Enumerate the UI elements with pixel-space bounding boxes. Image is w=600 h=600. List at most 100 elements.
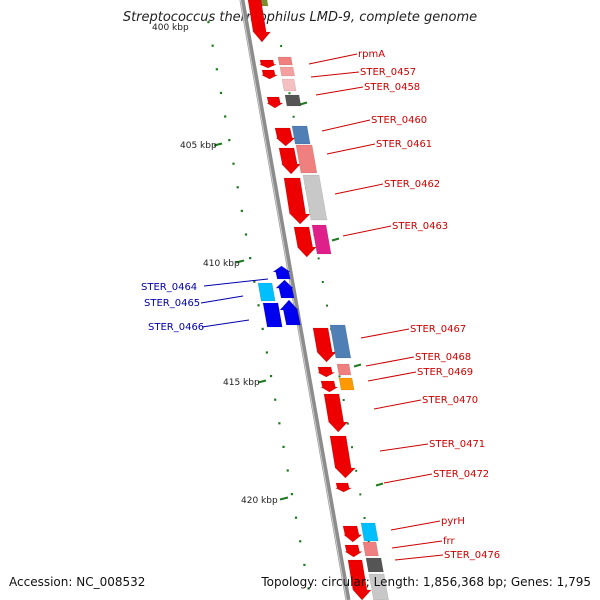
inner-minor-tick bbox=[367, 540, 370, 543]
cog-box-ster-0476b[interactable] bbox=[368, 573, 389, 600]
gene-label-ster-0460[interactable]: STER_0460 bbox=[371, 115, 427, 126]
cog-box-ster-0458[interactable] bbox=[284, 94, 302, 107]
cog-box-ster-0461[interactable] bbox=[295, 144, 318, 174]
label-leader-line bbox=[360, 328, 410, 339]
scale-label-405: 405 kbp bbox=[180, 141, 217, 151]
gene-label-ster-0467[interactable]: STER_0467 bbox=[410, 324, 466, 335]
label-leader-line bbox=[308, 53, 358, 65]
label-leader-line bbox=[334, 183, 384, 195]
inner-minor-tick bbox=[359, 493, 362, 496]
cog-box-rpmA[interactable] bbox=[277, 56, 293, 66]
gene-label-ster-0472[interactable]: STER_0472 bbox=[433, 469, 489, 480]
minor-tick bbox=[240, 209, 243, 212]
scale-labels: 400 kbp 405 kbp 410 kbp 415 kbp 420 kbp bbox=[152, 23, 278, 506]
cog-box-ster-0468[interactable] bbox=[336, 363, 352, 376]
gene-arrow-ster-0466a[interactable] bbox=[279, 299, 301, 326]
minor-tick bbox=[294, 516, 298, 519]
scale-label-420: 420 kbp bbox=[241, 496, 278, 506]
minor-tick bbox=[269, 375, 273, 378]
gene-label-ster-0458[interactable]: STER_0458 bbox=[364, 82, 420, 93]
cog-box-ster-0476[interactable] bbox=[365, 557, 384, 573]
inner-minor-tick bbox=[317, 257, 320, 260]
minor-tick bbox=[224, 115, 227, 118]
gene-label-ster-0468[interactable]: STER_0468 bbox=[415, 352, 471, 363]
gene-label-ster-0462[interactable]: STER_0462 bbox=[384, 179, 440, 190]
label-leader-line bbox=[201, 319, 250, 328]
gene-arrow-rpmA[interactable] bbox=[259, 59, 277, 69]
label-leader-line bbox=[326, 143, 376, 155]
gene-arrow-ster-0465[interactable] bbox=[275, 279, 295, 299]
gene-label-ster-0464[interactable]: STER_0464 bbox=[141, 282, 197, 293]
inner-minor-tick bbox=[351, 446, 354, 449]
gene-arrow-ster-0460[interactable] bbox=[274, 127, 296, 147]
inner-minor-tick bbox=[321, 281, 324, 283]
gene-arrow-ster-0476[interactable] bbox=[347, 559, 372, 600]
gene-arrow-ster-0471[interactable] bbox=[329, 435, 357, 479]
gene-arrow-frr[interactable] bbox=[344, 544, 364, 558]
gene-label-ster-0461[interactable]: STER_0461 bbox=[376, 139, 432, 150]
gene-arrow-ster-0457[interactable] bbox=[261, 69, 278, 80]
cog-box-pyrH[interactable] bbox=[360, 522, 379, 542]
label-leader-line bbox=[394, 554, 444, 561]
cog-box-ster-0465[interactable] bbox=[257, 282, 276, 302]
gene-label-ster-0471[interactable]: STER_0471 bbox=[429, 439, 485, 450]
gene-label-rpmA[interactable]: rpmA bbox=[358, 49, 385, 60]
gene-features bbox=[247, 0, 389, 600]
cog-box-ster-0463[interactable] bbox=[311, 224, 332, 255]
cog-box-ster-0460[interactable] bbox=[291, 125, 311, 145]
inner-minor-tick bbox=[342, 399, 345, 401]
cog-box-frr[interactable] bbox=[362, 541, 379, 557]
cog-box-ster-0458a[interactable] bbox=[281, 78, 297, 92]
gene-arrow-ster-0463[interactable] bbox=[293, 226, 317, 258]
label-leader-line bbox=[367, 371, 417, 382]
gene-arrow-ster-0464a[interactable] bbox=[272, 265, 291, 280]
gene-arrow-pyrH[interactable] bbox=[342, 525, 363, 543]
label-leader-line bbox=[342, 225, 392, 237]
gene-label-ster-0470[interactable]: STER_0470 bbox=[422, 395, 478, 406]
minor-tick bbox=[303, 563, 306, 566]
cog-box-ster-0462[interactable] bbox=[302, 174, 328, 221]
minor-tick bbox=[307, 587, 310, 590]
gene-box-ster-0466[interactable] bbox=[262, 302, 283, 328]
gene-label-pyrH[interactable]: pyrH bbox=[441, 516, 465, 527]
minor-tick bbox=[274, 398, 277, 401]
backbone-group bbox=[239, 0, 351, 600]
inner-minor-tick bbox=[288, 92, 291, 95]
label-leader-line bbox=[321, 119, 371, 132]
gene-arrow-top[interactable] bbox=[247, 0, 272, 43]
gene-arrow-ster-0469[interactable] bbox=[319, 380, 340, 393]
scale-label-400: 400 kbp bbox=[152, 23, 189, 33]
label-leader-line bbox=[390, 520, 441, 531]
gene-arrow-ster-0472[interactable] bbox=[335, 482, 352, 493]
gene-arrow-ster-0470[interactable] bbox=[323, 393, 349, 433]
gene-arrow-ster-0467[interactable] bbox=[312, 327, 337, 363]
inner-minor-tick bbox=[325, 304, 328, 307]
minor-tick bbox=[253, 280, 256, 283]
minor-tick bbox=[215, 68, 218, 71]
gene-label-ster-0463[interactable]: STER_0463 bbox=[392, 221, 448, 232]
inner-minor-tick bbox=[363, 517, 366, 519]
inner-minor-tick bbox=[338, 375, 341, 378]
gene-arrow-ster-0458[interactable] bbox=[265, 96, 284, 109]
cog-box-ster-0457[interactable] bbox=[279, 66, 295, 77]
gene-arrow-ster-0461[interactable] bbox=[278, 147, 302, 175]
gene-label-ster-0466[interactable]: STER_0466 bbox=[148, 322, 204, 333]
cog-box-ster-0469[interactable] bbox=[338, 377, 355, 391]
gene-label-ster-0476[interactable]: STER_0476 bbox=[444, 550, 500, 561]
gene-label-ster-0469[interactable]: STER_0469 bbox=[417, 367, 473, 378]
minor-tick bbox=[219, 91, 223, 94]
gene-label-ster-0465[interactable]: STER_0465 bbox=[144, 298, 200, 309]
inner-tick bbox=[331, 237, 340, 242]
gene-label-frr[interactable]: frr bbox=[443, 536, 455, 547]
inner-tick bbox=[375, 482, 384, 487]
map-title: Streptococcus thermophilus LMD-9, comple… bbox=[122, 10, 478, 25]
cog-box-ster-0467[interactable] bbox=[329, 324, 352, 359]
gene-arrow-ster-0462[interactable] bbox=[283, 177, 311, 225]
gene-label-ster-0457[interactable]: STER_0457 bbox=[360, 67, 416, 78]
accession-text: Accession: NC_008532 bbox=[9, 575, 146, 589]
inner-minor-tick bbox=[355, 469, 358, 472]
minor-tick bbox=[211, 44, 214, 47]
minor-tick bbox=[261, 327, 264, 330]
gene-arrow-ster-0468[interactable] bbox=[317, 366, 335, 378]
